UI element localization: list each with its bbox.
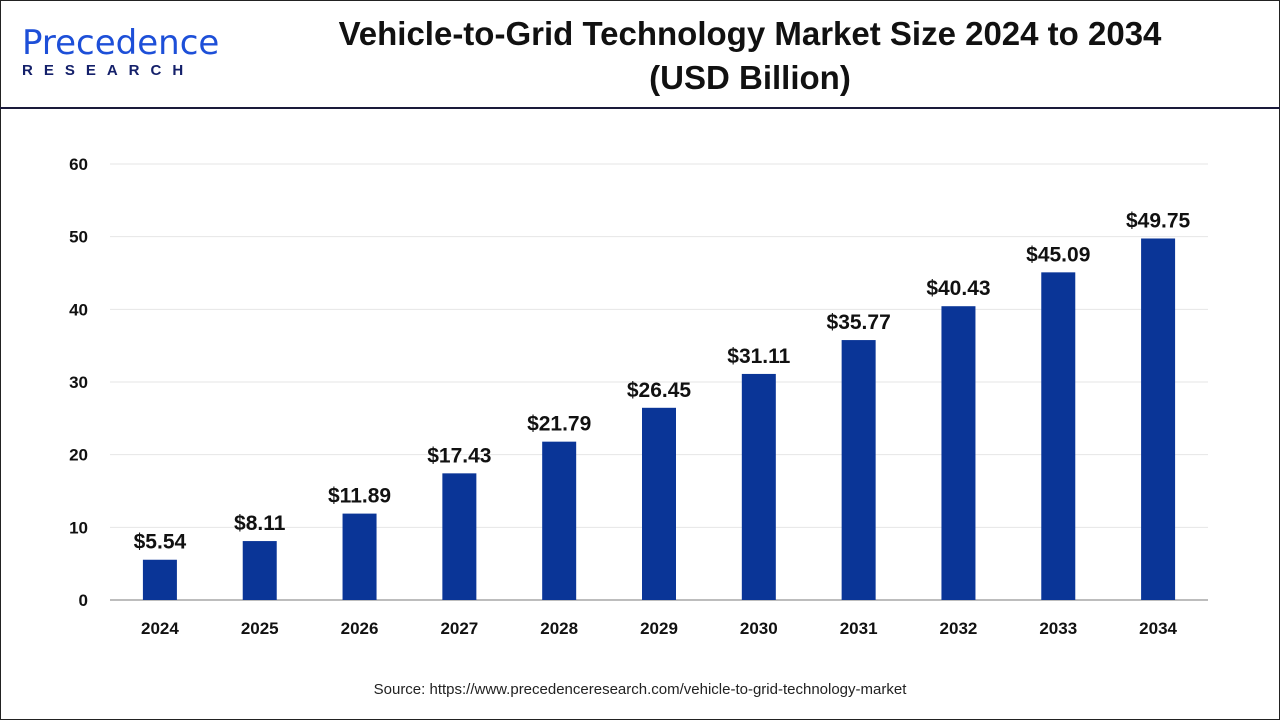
x-tick-label: 2030 — [740, 619, 778, 638]
bar — [342, 513, 377, 600]
data-label: $35.77 — [827, 311, 891, 334]
y-tick-label: 20 — [69, 446, 88, 465]
y-tick-label: 50 — [69, 228, 88, 247]
x-tick-label: 2026 — [341, 619, 379, 638]
bar — [741, 373, 776, 600]
data-label: $8.11 — [234, 512, 286, 535]
bar — [542, 441, 577, 600]
x-tick-label: 2025 — [241, 619, 279, 638]
data-label: $45.09 — [1026, 243, 1090, 266]
title-line2: (USD Billion) — [649, 59, 851, 96]
y-tick-label: 60 — [69, 155, 88, 174]
header: Precedence RESEARCH Vehicle-to-Grid Tech… — [0, 0, 1280, 109]
bar — [1141, 238, 1176, 600]
bar — [142, 559, 177, 600]
data-label: $5.54 — [134, 531, 187, 554]
x-tick-label: 2031 — [840, 619, 878, 638]
bar — [642, 407, 676, 600]
x-tick-label: 2032 — [940, 619, 978, 638]
y-tick-label: 0 — [79, 591, 88, 610]
data-label: $31.11 — [727, 345, 790, 368]
bar — [841, 340, 876, 600]
x-tick-label: 2033 — [1039, 619, 1077, 638]
bar — [941, 306, 976, 600]
bar — [242, 541, 277, 600]
chart-title: Vehicle-to-Grid Technology Market Size 2… — [250, 12, 1250, 100]
x-tick-label: 2034 — [1139, 619, 1177, 638]
x-tick-label: 2029 — [640, 619, 678, 638]
y-tick-label: 10 — [69, 518, 88, 537]
title-line1: Vehicle-to-Grid Technology Market Size 2… — [338, 15, 1162, 52]
precedence-logo: Precedence RESEARCH — [22, 26, 219, 79]
data-label: $26.45 — [627, 379, 692, 402]
data-label: $21.79 — [527, 413, 591, 436]
data-label: $17.43 — [427, 444, 491, 467]
x-tick-label: 2024 — [141, 619, 179, 638]
x-tick-label: 2027 — [440, 619, 478, 638]
bar — [442, 473, 477, 600]
data-label: $11.89 — [328, 485, 391, 508]
y-tick-label: 40 — [69, 300, 88, 319]
bar — [1041, 272, 1076, 600]
x-tick-label: 2028 — [540, 619, 578, 638]
logo-main: Precedence — [22, 23, 220, 63]
source-text: Source: https://www.precedenceresearch.c… — [373, 681, 907, 698]
data-label: $49.75 — [1126, 209, 1191, 232]
logo-sub: RESEARCH — [22, 62, 195, 79]
data-label: $40.43 — [926, 277, 990, 300]
y-tick-label: 30 — [69, 373, 88, 392]
